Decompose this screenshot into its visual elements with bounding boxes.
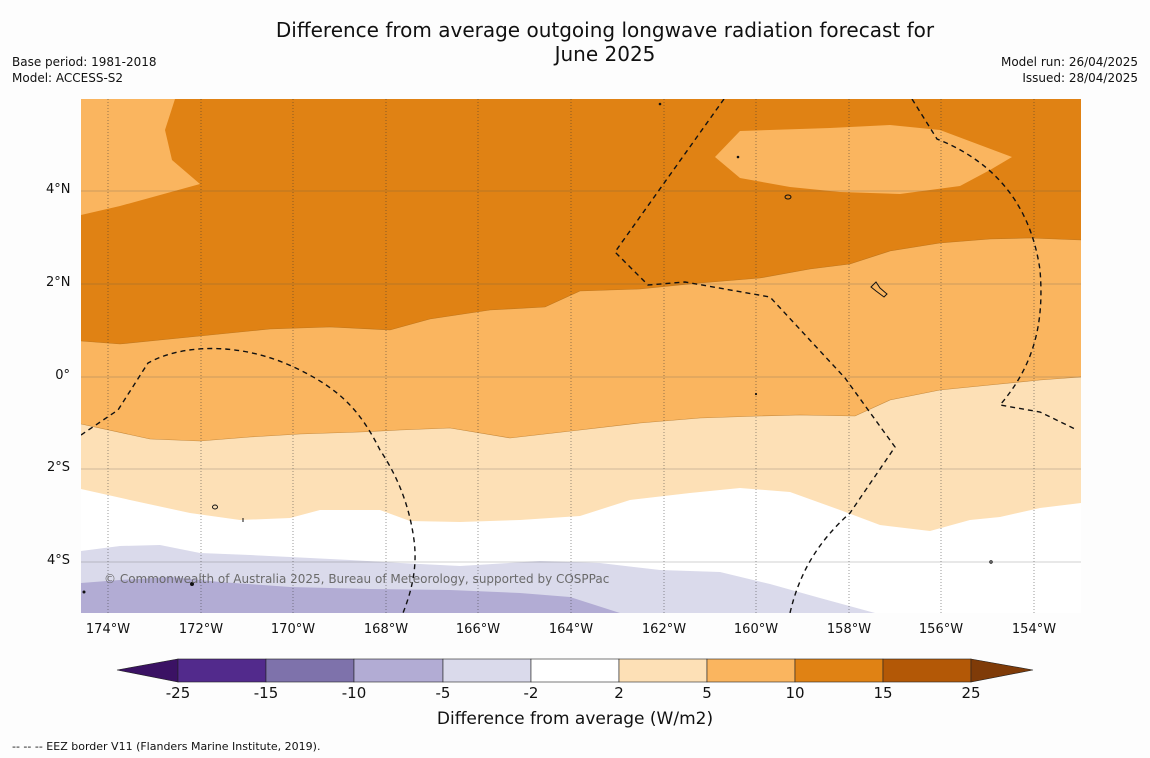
lat-label-4n: 4°N — [46, 182, 71, 197]
colorbar-min-extend — [116, 658, 179, 683]
colorbar-bin-2 — [265, 658, 355, 683]
model-run: Model run: 26/04/2025 — [1000, 55, 1138, 69]
info-left: Base period: 1981-2018 Model: ACCESS-S2 — [12, 54, 157, 86]
lat-label-2s: 2°S — [46, 460, 70, 475]
colorbar-tick: 2 — [614, 684, 624, 702]
lon-label-154w: 154°W — [1011, 622, 1057, 637]
base-period: Base period: 1981-2018 — [12, 55, 157, 69]
colorbar-max-extend — [970, 658, 1034, 683]
colorbar-tick: -2 — [523, 684, 539, 702]
lon-label-164w: 164°W — [548, 622, 594, 637]
colorbar-tick: -25 — [165, 684, 191, 702]
colorbar-bin-3 — [353, 658, 444, 683]
colorbar-tick: 5 — [702, 684, 712, 702]
band-neg5-neg10 — [81, 577, 620, 613]
lon-label-170w: 170°W — [270, 622, 316, 637]
map-title: Difference from average outgoing longwav… — [230, 18, 980, 66]
colorbar-bin-1 — [177, 658, 267, 683]
title-line-1: Difference from average outgoing longwav… — [275, 18, 935, 42]
lon-label-156w: 156°W — [918, 622, 964, 637]
islands — [82, 102, 993, 594]
colorbar-bin-6 — [618, 658, 708, 683]
lon-label-172w: 172°W — [178, 622, 224, 637]
copyright-notice: © Commonwealth of Australia 2025, Bureau… — [104, 572, 610, 586]
lon-label-166w: 166°W — [455, 622, 501, 637]
colorbar-tick: 10 — [785, 684, 805, 702]
eez-borders — [81, 99, 1078, 613]
lon-label-174w: 174°W — [85, 622, 131, 637]
colorbar-bin-8 — [794, 658, 884, 683]
patch-5-10 — [715, 125, 1012, 194]
colorbar-bin-4 — [442, 658, 532, 683]
colorbar-tick: -15 — [253, 684, 279, 702]
lat-label-0: 0° — [55, 368, 70, 383]
lat-label-4s: 4°S — [46, 553, 70, 568]
colorbar-tick: 25 — [961, 684, 981, 702]
colorbar-bin-9 — [882, 658, 972, 683]
lon-label-158w: 158°W — [826, 622, 872, 637]
colorbar-bin-5 — [530, 658, 620, 683]
colorbar — [116, 658, 1034, 683]
map-panel — [81, 99, 1081, 613]
colorbar-bin-7 — [706, 658, 796, 683]
lon-label-168w: 168°W — [363, 622, 409, 637]
lat-label-2n: 2°N — [46, 275, 71, 290]
lon-label-162w: 162°W — [641, 622, 687, 637]
model-name: Model: ACCESS-S2 — [12, 71, 124, 85]
title-line-2: June 2025 — [554, 42, 656, 66]
issued-date: Issued: 28/04/2025 — [1022, 71, 1138, 85]
colorbar-title: Difference from average (W/m2) — [436, 709, 714, 729]
lon-label-160w: 160°W — [733, 622, 779, 637]
info-right: Model run: 26/04/2025 Issued: 28/04/2025 — [1001, 54, 1138, 86]
colorbar-tick: -5 — [435, 684, 451, 702]
eez-footnote: -- -- -- EEZ border V11 (Flanders Marine… — [12, 740, 321, 753]
colorbar-tick: -10 — [341, 684, 367, 702]
colorbar-tick: 15 — [873, 684, 893, 702]
